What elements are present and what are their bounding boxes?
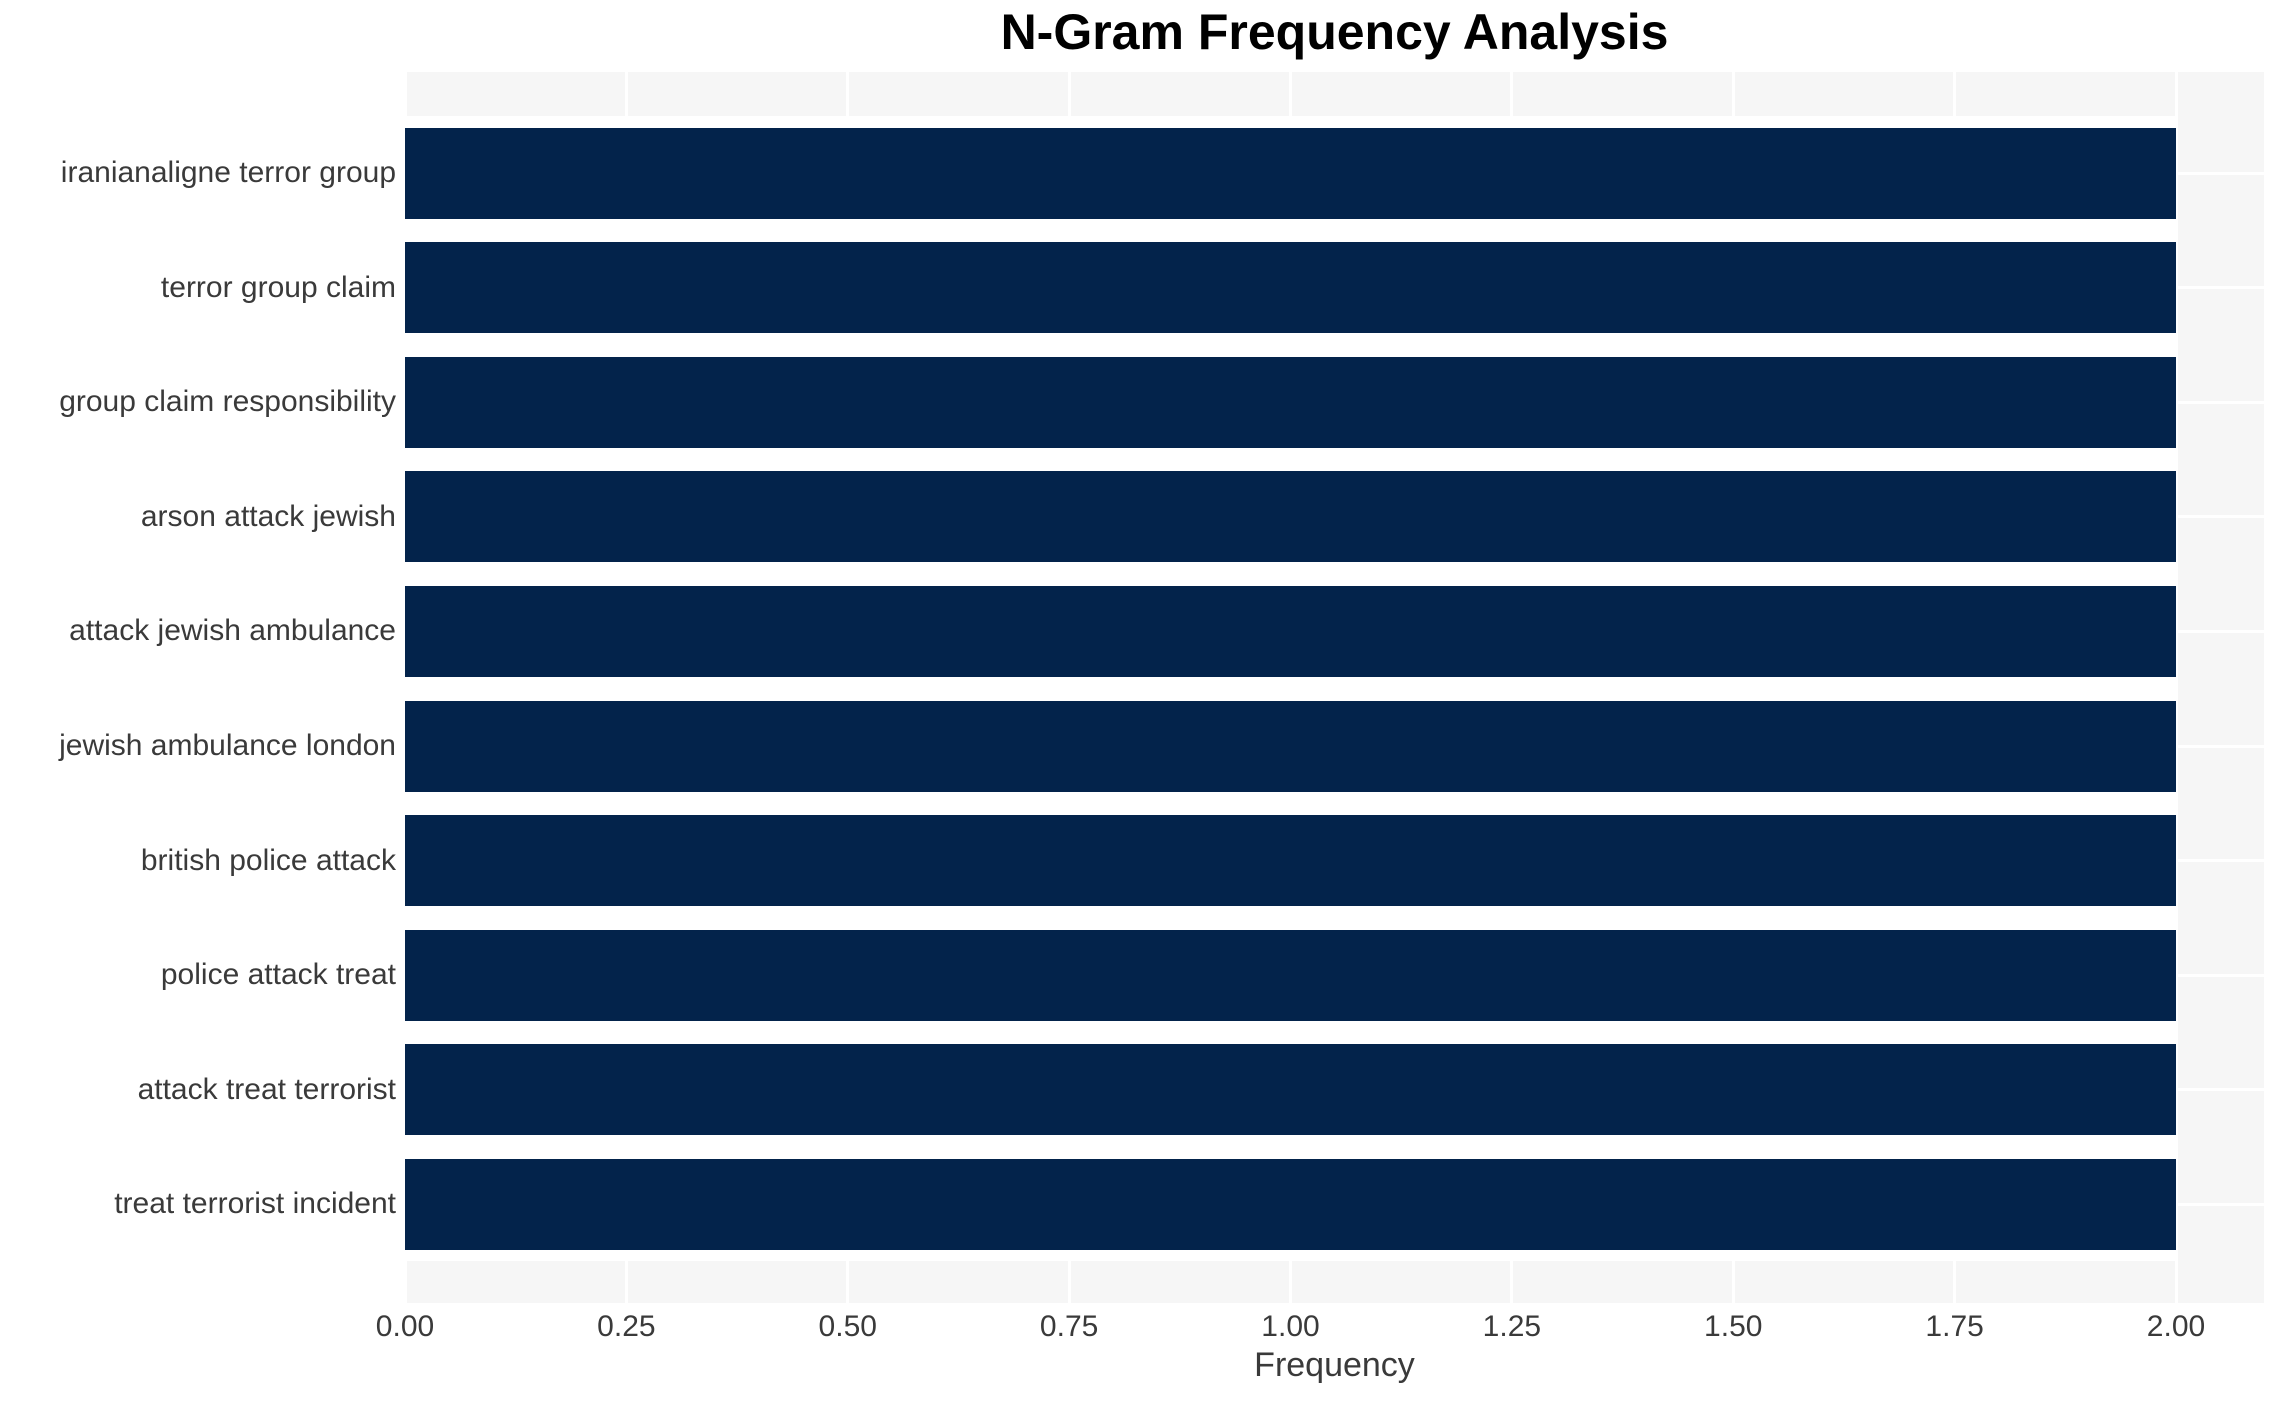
bar xyxy=(405,929,2176,1021)
y-tick-label: attack treat terrorist xyxy=(137,1072,396,1106)
bar xyxy=(405,1158,2176,1250)
bar xyxy=(405,242,2176,334)
y-tick-label: treat terrorist incident xyxy=(114,1187,396,1221)
y-tick-label: jewish ambulance london xyxy=(59,729,396,763)
y-tick-label: iranianaligne terror group xyxy=(60,156,396,190)
x-axis-title: Frequency xyxy=(1254,1346,1415,1384)
bar xyxy=(405,700,2176,792)
bar xyxy=(405,1044,2176,1136)
bar xyxy=(405,815,2176,907)
bar xyxy=(405,127,2176,219)
chart-title: N-Gram Frequency Analysis xyxy=(1000,4,1669,60)
x-tick-label: 0.25 xyxy=(597,1310,656,1343)
y-tick-label: attack jewish ambulance xyxy=(69,614,396,648)
x-tick-label: 1.50 xyxy=(1704,1310,1763,1343)
bar xyxy=(405,471,2176,563)
y-tick-label: terror group claim xyxy=(160,270,396,304)
x-tick-label: 1.00 xyxy=(1261,1310,1320,1343)
plot-area xyxy=(405,72,2264,1303)
x-tick-label: 0.00 xyxy=(375,1310,435,1343)
x-tick-label: 2.00 xyxy=(2146,1310,2206,1343)
x-tick-label: 1.25 xyxy=(1482,1310,1542,1343)
y-tick-label: british police attack xyxy=(140,843,396,877)
x-tick-label: 1.75 xyxy=(1925,1310,1984,1343)
y-tick-label: police attack treat xyxy=(160,958,396,992)
bar xyxy=(405,585,2176,677)
vertical-gridline xyxy=(2174,72,2178,1303)
x-tick-label: 0.50 xyxy=(818,1310,877,1343)
bar xyxy=(405,356,2176,448)
y-tick-label: group claim responsibility xyxy=(59,385,396,419)
y-tick-label: arson attack jewish xyxy=(140,499,396,533)
x-tick-label: 0.75 xyxy=(1039,1310,1099,1343)
